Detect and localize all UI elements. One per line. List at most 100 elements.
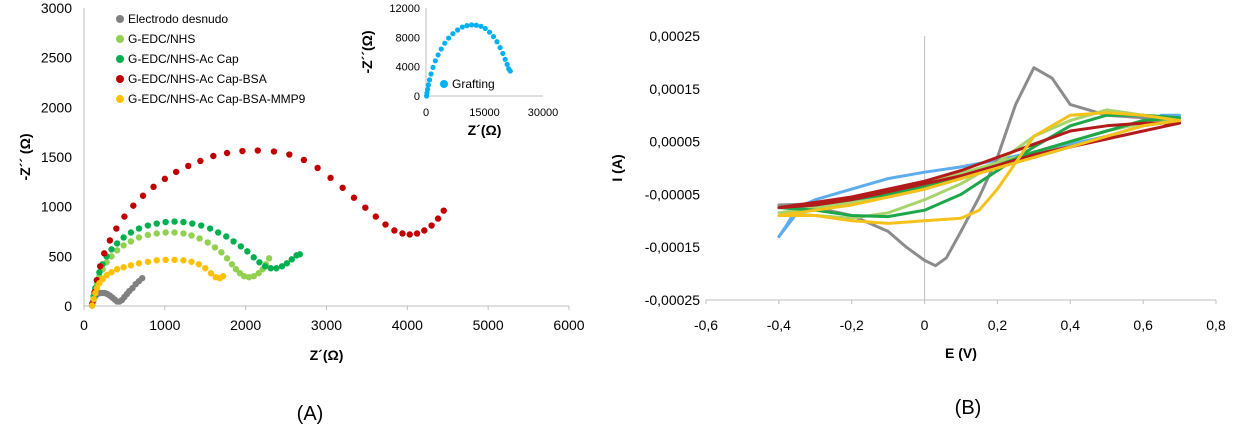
legend-marker	[116, 75, 124, 83]
data-point	[219, 273, 227, 280]
panel-a-y-tick-label: 1500	[41, 149, 72, 165]
data-point	[502, 56, 508, 62]
data-point	[92, 289, 99, 297]
data-point	[296, 251, 304, 258]
data-point	[283, 260, 291, 267]
inset-y-tick-label: 0	[414, 91, 420, 103]
panel-b-y-tick-label: 0,00025	[649, 28, 700, 44]
data-point	[120, 264, 127, 271]
series-g-edc-nhs-ac-cap	[777, 113, 1182, 219]
data-point	[432, 58, 438, 64]
data-point	[108, 253, 115, 260]
data-point	[504, 61, 510, 68]
data-point	[265, 255, 273, 262]
data-point	[434, 215, 442, 222]
data-point	[162, 256, 169, 264]
data-point	[162, 229, 169, 236]
data-point	[99, 275, 106, 283]
data-point	[425, 82, 431, 88]
legend-marker	[440, 80, 448, 88]
panel-b-x-tick-label: 0,6	[1133, 317, 1153, 333]
data-point	[428, 71, 434, 77]
panel-b-x-tick-label: 0	[921, 317, 929, 333]
data-point	[130, 202, 137, 209]
panel-b-y-tick-label: 0,00015	[649, 81, 700, 97]
data-point	[188, 232, 195, 239]
panel-a-x-tick-label: 6000	[553, 317, 584, 333]
legend-marker	[116, 35, 124, 43]
panel-b-y-tick-label: 0,00005	[649, 134, 700, 150]
legend-marker	[116, 55, 124, 63]
series-g-edc-nhs-ac-cap-bsa-mmp9	[88, 256, 227, 309]
data-point	[469, 22, 475, 28]
data-point	[171, 229, 178, 236]
panel-a-x-tick-label: 0	[80, 317, 88, 333]
data-point	[372, 213, 380, 220]
data-point	[103, 272, 110, 279]
data-point	[413, 230, 421, 237]
data-point	[228, 261, 236, 268]
data-point	[195, 261, 202, 268]
data-point	[150, 183, 157, 190]
legend-label: G-EDC/NHS-Ac Cap	[128, 52, 239, 66]
data-point	[223, 233, 230, 240]
data-point	[300, 156, 308, 164]
data-point	[120, 242, 127, 249]
data-point	[350, 194, 358, 201]
data-point	[88, 302, 96, 309]
inset-x-tick-label: 15000	[469, 107, 500, 119]
panel-b-y-tick-label: -0,00025	[645, 292, 700, 308]
data-point	[127, 262, 135, 269]
panel-b-y-tick-label: -0,00005	[645, 186, 700, 202]
panel-b-x-tick-label: -0,4	[767, 317, 791, 333]
data-point	[244, 248, 251, 255]
data-point	[96, 269, 103, 276]
data-point	[267, 265, 274, 272]
panel-b-y-tick-label: -0,00015	[645, 239, 700, 255]
data-point	[273, 265, 280, 272]
data-point	[162, 218, 169, 226]
series-g-edc-nhs-ac-cap-bsa	[88, 147, 447, 308]
data-point	[135, 234, 143, 241]
legend-label: G-EDC/NHS-Ac Cap-BSA-MMP9	[128, 92, 306, 106]
panel-a-x-tick-label: 4000	[392, 317, 423, 333]
data-point	[161, 175, 169, 183]
data-point	[211, 244, 219, 251]
data-point	[108, 246, 115, 253]
data-point	[108, 269, 115, 276]
data-point	[135, 260, 143, 267]
data-point	[144, 258, 152, 265]
data-point	[424, 86, 431, 92]
panel-a-inset-chart: 0 4000 8000 12000 0 15000 30000 Z´(Ω) -Z´´(Ω) Gra…	[359, 3, 558, 138]
inset-y-tick-label: 4000	[396, 62, 420, 74]
panel-a-y-tick-label: 1000	[41, 199, 72, 215]
data-point	[450, 31, 456, 37]
series-g-edc-nhs-ac-cap-bsa-mmp9	[777, 111, 1182, 225]
data-point	[113, 266, 121, 273]
data-point	[232, 266, 240, 273]
panel-a-x-tick-label: 5000	[473, 317, 504, 333]
data-point	[421, 227, 428, 234]
data-point	[113, 240, 121, 247]
data-point	[494, 39, 500, 45]
panel-a-y-tick-label: 3000	[41, 0, 72, 16]
panel-a-x-tick-label: 2000	[230, 317, 261, 333]
data-point	[464, 23, 470, 29]
data-point	[180, 230, 187, 237]
panel-a-x-axis-title: Z´(Ω)	[310, 347, 344, 363]
data-point	[399, 230, 406, 237]
data-point	[139, 192, 147, 199]
data-point	[198, 222, 205, 229]
panel-a-y-axis-title: -Z´´ (Ω)	[17, 134, 33, 181]
data-point	[106, 237, 114, 244]
data-point	[113, 225, 120, 232]
data-point	[428, 222, 435, 229]
data-point	[278, 263, 286, 270]
data-point	[135, 225, 143, 232]
data-point	[497, 45, 503, 51]
data-point	[314, 164, 321, 172]
data-point	[188, 258, 195, 265]
data-point	[459, 24, 465, 30]
data-point	[288, 256, 295, 263]
